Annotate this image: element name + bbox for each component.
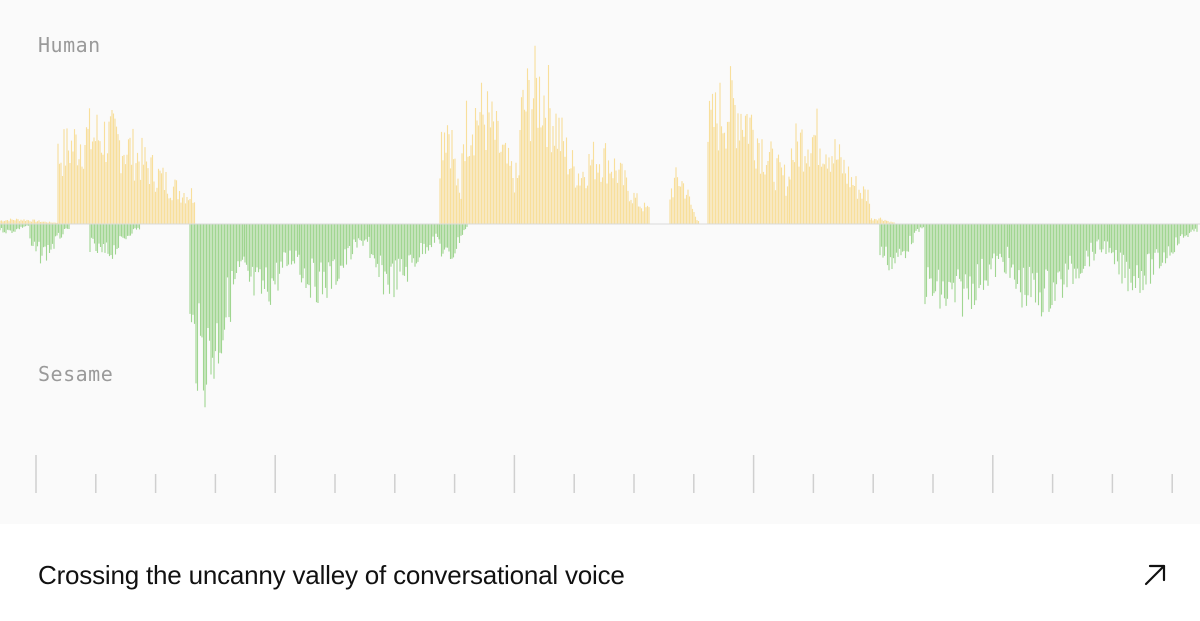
human-waveform <box>0 45 895 224</box>
waveform-chart <box>0 45 1200 493</box>
timeline-ticks <box>35 455 1173 493</box>
human-track-label: Human <box>38 33 101 57</box>
sesame-track-label: Sesame <box>38 362 114 386</box>
article-title[interactable]: Crossing the uncanny valley of conversat… <box>38 560 625 590</box>
waveform-visual: Human Sesame <box>0 33 1200 493</box>
sesame-waveform <box>0 224 1198 408</box>
arrow-up-right-icon[interactable] <box>1140 560 1170 590</box>
